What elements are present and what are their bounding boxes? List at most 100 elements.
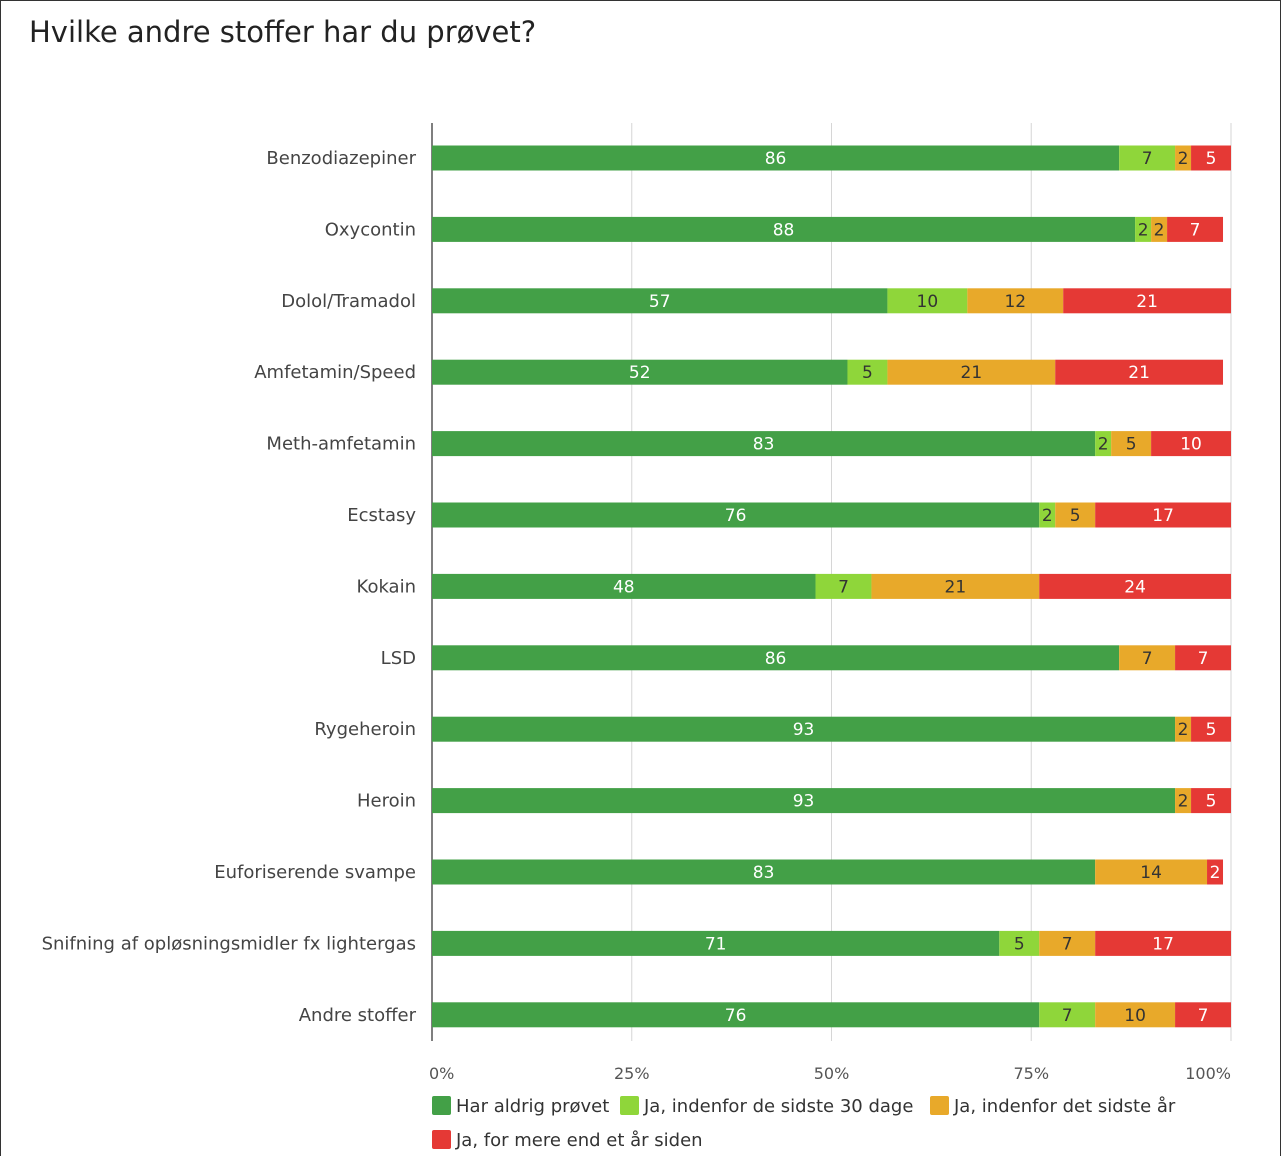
category-label: LSD (381, 648, 416, 669)
data-label: 2 (1178, 149, 1189, 169)
data-label: 21 (945, 577, 967, 597)
bar-segment (432, 716, 1176, 742)
data-label: 88 (773, 220, 795, 240)
data-label: 57 (649, 292, 671, 312)
bar-segment (432, 431, 1096, 457)
bar-segment (1095, 859, 1208, 885)
data-label: 93 (793, 720, 815, 740)
bar-segment (1063, 288, 1231, 314)
data-label: 83 (753, 435, 775, 455)
bar-segment (1207, 859, 1224, 885)
bar-segment (1151, 216, 1168, 242)
data-label: 21 (1136, 292, 1158, 312)
bar-segment (815, 573, 872, 599)
data-label: 76 (725, 506, 747, 526)
x-axis-tick-labels: 0% 25% 50% 75% 100% (429, 1064, 1231, 1083)
data-label: 83 (753, 863, 775, 883)
bar-segment (1039, 573, 1231, 599)
data-label: 17 (1152, 934, 1174, 954)
data-label: 76 (725, 1006, 747, 1026)
category-label: Kokain (357, 576, 416, 597)
legend: Har aldrig prøvet Ja, indenfor de sidste … (432, 1096, 1176, 1151)
bar-segment (1175, 1002, 1231, 1028)
data-label: 7 (1198, 1006, 1209, 1026)
x-tick-label: 0% (429, 1064, 454, 1083)
category-label: Andre stoffer (299, 1005, 417, 1026)
category-label: Dolol/Tramadol (281, 291, 416, 312)
data-label: 2 (1042, 506, 1053, 526)
bar-segment (1191, 145, 1231, 171)
data-label: 17 (1152, 506, 1174, 526)
data-label: 7 (1198, 649, 1209, 669)
data-label: 2 (1178, 792, 1189, 812)
bar-segment (1175, 145, 1192, 171)
bar-segment (432, 1002, 1040, 1028)
category-label: Amfetamin/Speed (254, 362, 416, 383)
bar-segment (1119, 145, 1176, 171)
bar-segment (887, 359, 1056, 385)
data-label: 10 (917, 292, 939, 312)
bar-segment (432, 216, 1136, 242)
data-label: 5 (1014, 934, 1025, 954)
category-label: Euforiserende svampe (214, 862, 416, 883)
legend-swatch (930, 1096, 949, 1115)
legend-label: Ja, indenfor det sidste år (953, 1096, 1176, 1117)
chart-title: Hvilke andre stoffer har du prøvet? (29, 15, 537, 49)
bar-segment (1111, 431, 1152, 457)
bar-segment (1167, 216, 1224, 242)
x-tick-label: 25% (614, 1064, 650, 1083)
legend-swatch (620, 1096, 639, 1115)
bar-segment (432, 645, 1120, 671)
bar-segment (871, 573, 1040, 599)
legend-label: Har aldrig prøvet (456, 1096, 609, 1117)
data-label: 10 (1124, 1006, 1146, 1026)
data-label: 71 (705, 934, 727, 954)
bar-segment (432, 788, 1176, 814)
category-label: Oxycontin (325, 219, 416, 240)
bar-segment (432, 288, 888, 314)
bar-segment (887, 288, 968, 314)
data-label: 5 (1070, 506, 1081, 526)
data-label: 14 (1140, 863, 1162, 883)
bar-segment (432, 930, 1000, 956)
data-label: 7 (1142, 149, 1153, 169)
category-label: Benzodiazepiner (266, 148, 416, 169)
x-tick-label: 100% (1185, 1064, 1231, 1083)
bar-segment (1055, 359, 1224, 385)
data-label: 5 (1206, 720, 1217, 740)
bar-segment (1095, 502, 1231, 528)
legend-label: Ja, for mere end et år siden (455, 1130, 703, 1151)
bar-segment (1095, 431, 1112, 457)
bar-segment (1039, 502, 1056, 528)
category-label: Snifning af opløsningsmidler fx lighterg… (42, 933, 416, 954)
bar-segment (432, 359, 848, 385)
bar-segment (432, 145, 1120, 171)
category-labels: Benzodiazepiner Oxycontin Dolol/Tramadol Am… (42, 148, 417, 1026)
data-label: 93 (793, 792, 815, 812)
data-label: 5 (1126, 435, 1137, 455)
data-label: 21 (961, 363, 983, 383)
bar-segment (1151, 431, 1231, 457)
category-label: Meth-amfetamin (266, 434, 416, 455)
data-label: 2 (1138, 220, 1149, 240)
legend-swatch (432, 1130, 451, 1149)
bar-segment (1095, 1002, 1176, 1028)
data-label: 52 (629, 363, 651, 383)
legend-label: Ja, indenfor de sidste 30 dage (643, 1096, 913, 1117)
bar-segment (1191, 716, 1231, 742)
data-label: 2 (1154, 220, 1165, 240)
data-label: 86 (765, 649, 787, 669)
bar-segment (1055, 502, 1096, 528)
x-tick-label: 75% (1013, 1064, 1049, 1083)
data-label: 7 (1062, 1006, 1073, 1026)
data-label: 24 (1124, 577, 1146, 597)
bar-segment (1135, 216, 1152, 242)
data-label: 5 (1206, 149, 1217, 169)
data-label: 10 (1180, 435, 1202, 455)
data-label: 7 (1142, 649, 1153, 669)
bar-segment (1175, 645, 1231, 671)
bar-segment (967, 288, 1064, 314)
